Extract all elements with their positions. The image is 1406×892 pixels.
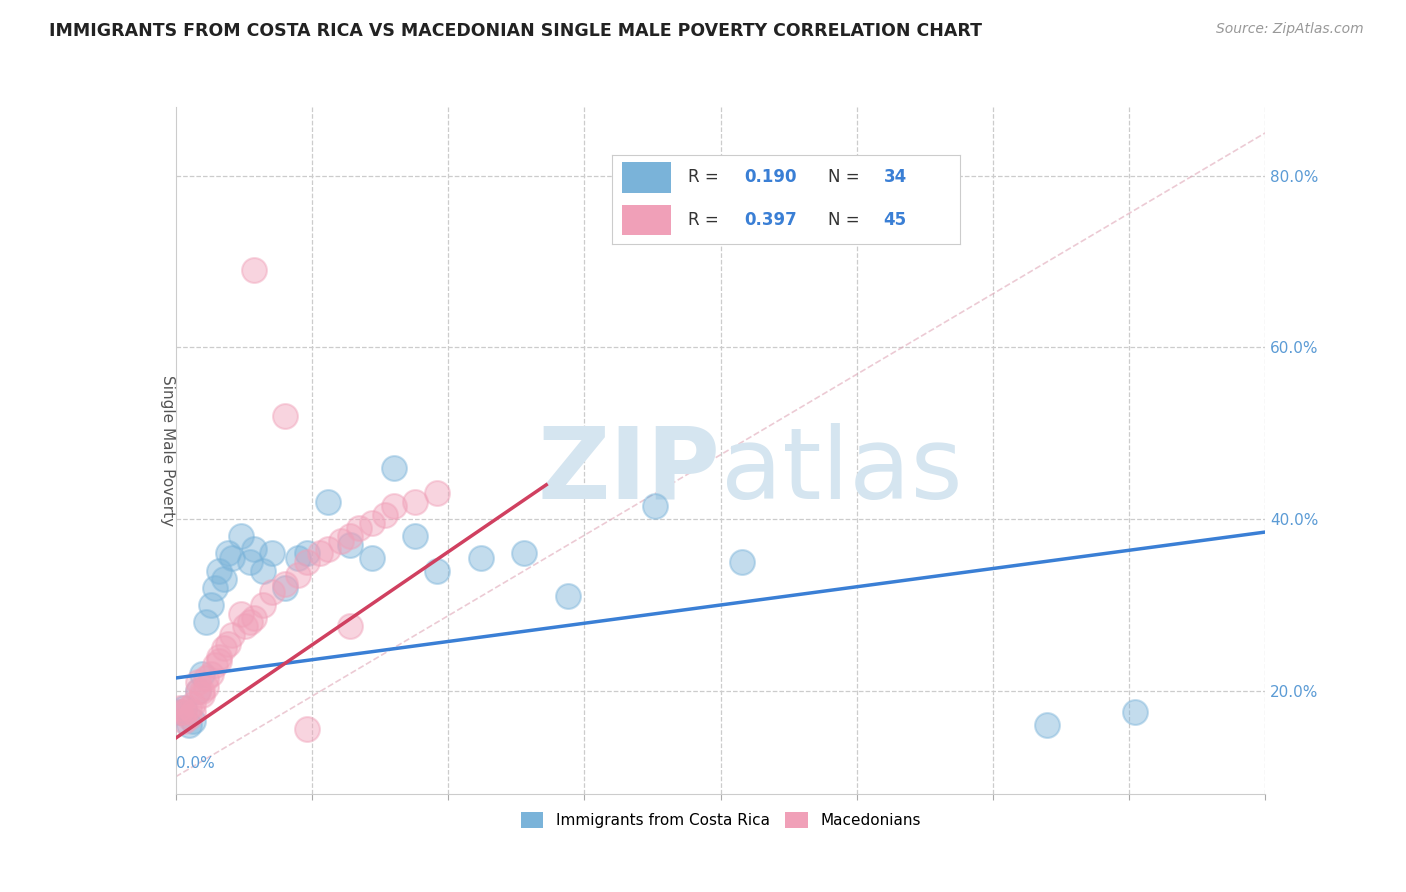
Point <box>405 495 427 509</box>
Point <box>260 546 283 561</box>
Point <box>177 709 200 723</box>
Point <box>208 654 231 668</box>
Point <box>181 706 204 720</box>
Legend: Immigrants from Costa Rica, Macedonians: Immigrants from Costa Rica, Macedonians <box>515 806 927 834</box>
Point <box>195 615 218 630</box>
Point <box>191 683 214 698</box>
Point <box>339 529 361 543</box>
Point <box>217 546 239 561</box>
Point <box>330 533 353 548</box>
Point <box>470 550 492 565</box>
Point <box>186 683 209 698</box>
Point <box>212 572 235 586</box>
Point <box>513 546 536 561</box>
Point <box>382 500 405 514</box>
Point <box>287 550 309 565</box>
Point <box>191 688 214 702</box>
Point <box>221 550 243 565</box>
Point <box>239 615 262 630</box>
Bar <box>621 162 671 193</box>
Point <box>295 555 318 569</box>
Text: atlas: atlas <box>721 423 962 519</box>
Point <box>208 649 231 664</box>
Point <box>1036 718 1059 732</box>
Point <box>231 529 253 543</box>
Point <box>295 723 318 737</box>
Point <box>287 568 309 582</box>
Point <box>169 706 191 720</box>
Text: Source: ZipAtlas.com: Source: ZipAtlas.com <box>1216 22 1364 37</box>
Point <box>186 675 209 690</box>
Point <box>195 680 218 694</box>
Point <box>360 550 382 565</box>
Point <box>235 619 257 633</box>
Point <box>318 542 340 557</box>
Point <box>195 671 218 685</box>
Point <box>339 538 361 552</box>
Point <box>347 521 370 535</box>
Point <box>191 666 214 681</box>
Point <box>339 619 361 633</box>
Point <box>177 718 200 732</box>
Point <box>295 546 318 561</box>
Point <box>360 516 382 531</box>
Point <box>217 637 239 651</box>
Point <box>208 564 231 578</box>
Text: ZIP: ZIP <box>537 423 721 519</box>
Point <box>243 611 266 625</box>
Text: 45: 45 <box>883 211 907 229</box>
Point <box>169 701 191 715</box>
Point <box>243 263 266 277</box>
Point <box>186 683 209 698</box>
Point <box>274 409 297 424</box>
Point <box>308 546 330 561</box>
Text: 0.190: 0.190 <box>744 169 797 186</box>
Point <box>382 460 405 475</box>
Point <box>204 581 226 595</box>
Point <box>231 607 253 621</box>
Text: N =: N = <box>828 211 865 229</box>
Text: IMMIGRANTS FROM COSTA RICA VS MACEDONIAN SINGLE MALE POVERTY CORRELATION CHART: IMMIGRANTS FROM COSTA RICA VS MACEDONIAN… <box>49 22 983 40</box>
Point <box>252 564 274 578</box>
Point <box>260 585 283 599</box>
Point <box>374 508 396 522</box>
Point <box>204 658 226 673</box>
Point <box>177 701 200 715</box>
Point <box>557 590 579 604</box>
Text: 0.0%: 0.0% <box>176 756 215 771</box>
Point <box>239 555 262 569</box>
Text: R =: R = <box>689 211 724 229</box>
Point <box>252 598 274 612</box>
Text: R =: R = <box>689 169 724 186</box>
Point <box>644 500 666 514</box>
Point <box>405 529 427 543</box>
Point <box>274 576 297 591</box>
Point <box>181 697 204 711</box>
Point <box>200 598 222 612</box>
Point <box>426 486 449 500</box>
Point <box>212 640 235 655</box>
Point <box>274 581 297 595</box>
Point <box>426 564 449 578</box>
Point <box>318 495 340 509</box>
Text: 0.397: 0.397 <box>744 211 797 229</box>
Point <box>862 207 884 221</box>
Point <box>169 706 191 720</box>
Point <box>221 628 243 642</box>
Y-axis label: Single Male Poverty: Single Male Poverty <box>160 375 174 526</box>
Point <box>1123 706 1146 720</box>
Point <box>173 701 195 715</box>
Text: N =: N = <box>828 169 865 186</box>
Point <box>731 555 754 569</box>
Bar <box>621 205 671 235</box>
Text: 34: 34 <box>883 169 907 186</box>
Point <box>243 542 266 557</box>
Point <box>173 706 195 720</box>
Point <box>173 714 195 728</box>
Point <box>200 666 222 681</box>
Point <box>181 714 204 728</box>
